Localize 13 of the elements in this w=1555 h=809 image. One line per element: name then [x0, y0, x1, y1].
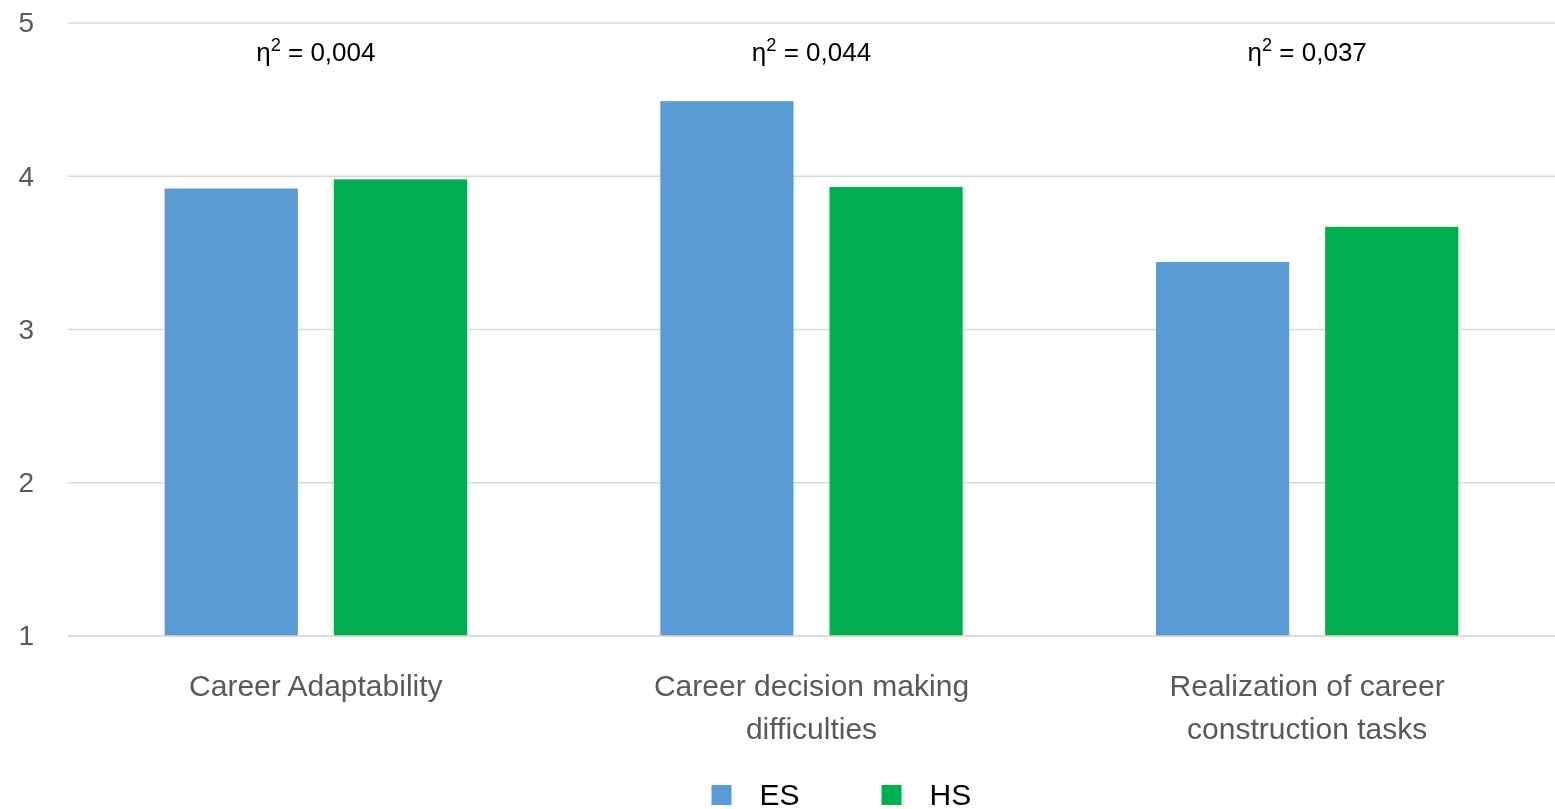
legend-label: HS	[929, 778, 972, 809]
annotation: η$^{2}$ = 0,004	[256, 35, 376, 67]
x-tick-label: Career Adaptability	[189, 669, 443, 702]
y-tick-label: 3	[18, 313, 34, 345]
annotation: η$^{2}$ = 0,044	[751, 35, 872, 67]
annotation: η$^{2}$ = 0,037	[1247, 35, 1367, 67]
y-tick-label: 5	[18, 7, 34, 39]
x-tick-label: Realization of career construction tasks	[1169, 669, 1445, 745]
y-tick-label: 2	[18, 467, 34, 499]
x-tick-label: Career decision making difficulties	[653, 669, 970, 745]
legend-label: ES	[759, 778, 800, 809]
y-tick-label: 4	[18, 160, 34, 192]
y-tick-label: 1	[18, 620, 34, 652]
